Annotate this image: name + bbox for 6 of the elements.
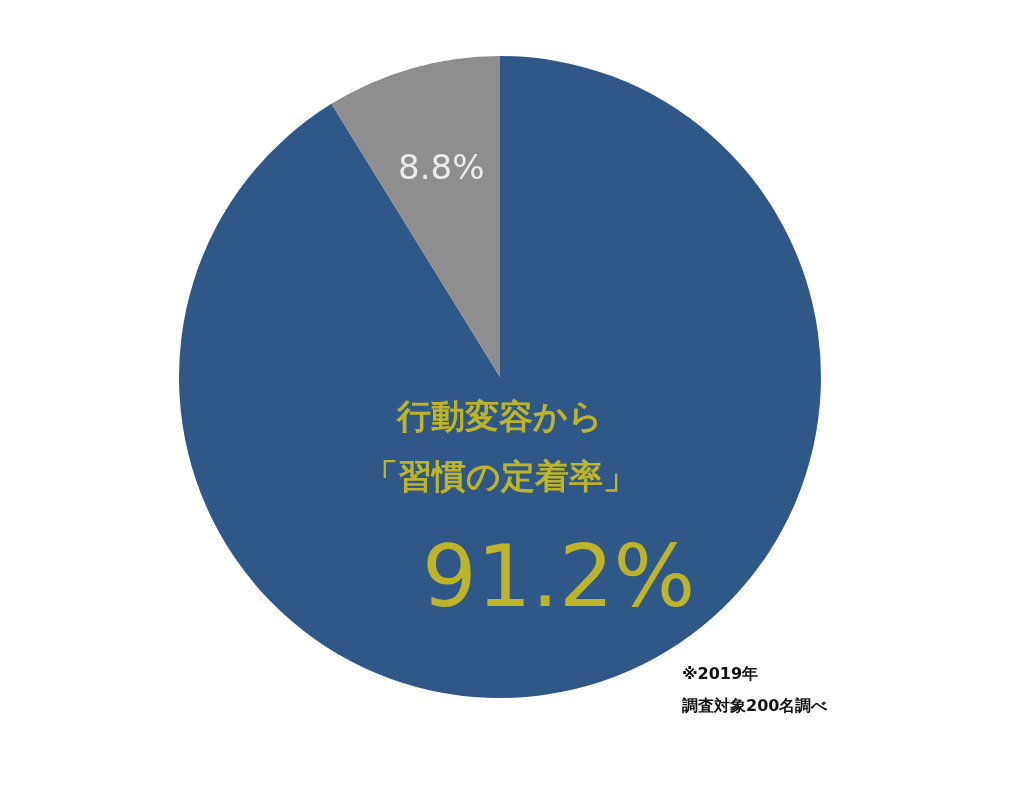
text: 調査対象200名調べ xyxy=(682,696,829,716)
text: 行動変容から xyxy=(396,395,603,436)
text: ※2019年 xyxy=(682,664,759,684)
text: 「習慣の定着率」 xyxy=(363,455,637,496)
data-label: 8.8% xyxy=(398,146,485,187)
data-label: 91.2% xyxy=(422,526,696,627)
